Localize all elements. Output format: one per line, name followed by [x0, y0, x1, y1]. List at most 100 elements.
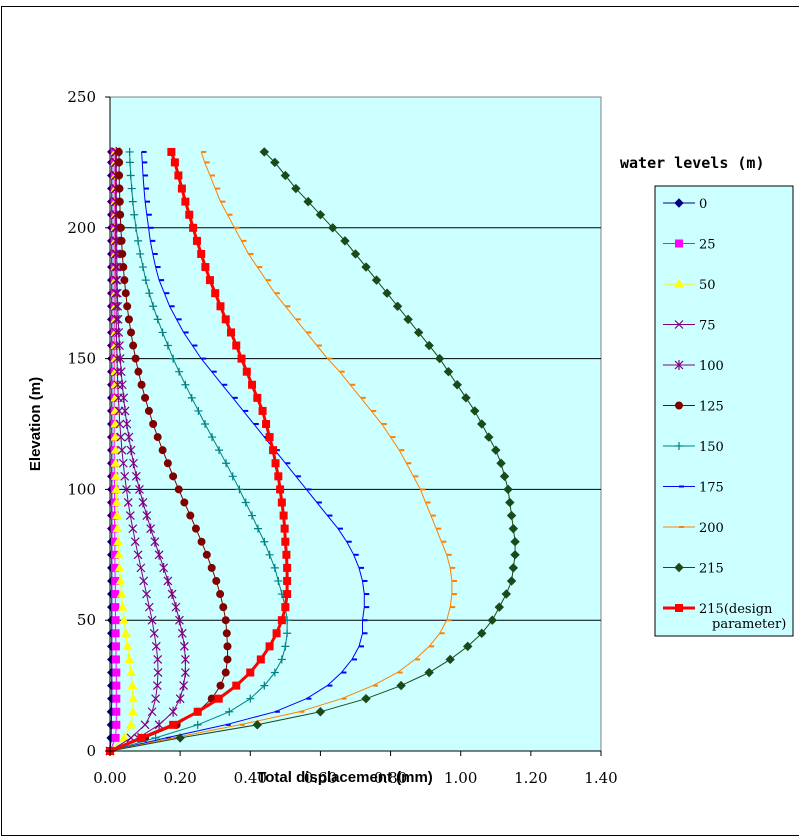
data-point — [259, 407, 266, 414]
data-point — [135, 368, 142, 375]
legend-label: 175 — [699, 481, 724, 496]
data-point — [170, 473, 177, 480]
data-point — [215, 695, 222, 702]
legend-label: 100 — [699, 359, 724, 374]
data-point — [224, 643, 231, 650]
data-point — [198, 538, 205, 545]
data-point — [145, 407, 152, 414]
y-tick-label: 0 — [86, 742, 96, 760]
data-point — [182, 198, 189, 205]
data-point — [283, 551, 290, 558]
data-point — [284, 591, 291, 598]
data-point — [171, 159, 178, 166]
data-point — [116, 198, 123, 205]
x-tick-label: 0.00 — [93, 769, 126, 787]
data-point — [217, 682, 224, 689]
data-point — [113, 721, 120, 728]
legend-swatch-marker — [676, 240, 683, 247]
data-point — [170, 721, 177, 728]
data-point — [278, 617, 285, 624]
data-point — [113, 695, 120, 702]
data-point — [282, 604, 289, 611]
data-point — [222, 316, 229, 323]
data-point — [138, 381, 145, 388]
x-tick-label: 1.40 — [584, 769, 617, 787]
data-point — [238, 355, 245, 362]
data-point — [132, 355, 139, 362]
data-point — [150, 421, 157, 428]
data-point — [178, 185, 185, 192]
data-point — [112, 734, 119, 741]
data-point — [206, 277, 213, 284]
data-point — [198, 250, 205, 257]
data-point — [115, 148, 122, 155]
data-point — [224, 656, 231, 663]
data-point — [122, 290, 129, 297]
data-point — [208, 564, 215, 571]
data-point — [112, 643, 119, 650]
data-point — [281, 525, 288, 532]
y-tick-label: 200 — [67, 219, 96, 237]
data-point — [113, 669, 120, 676]
y-tick-label: 100 — [67, 480, 96, 498]
data-point — [217, 591, 224, 598]
legend-label: 25 — [699, 238, 716, 253]
data-point — [116, 172, 123, 179]
data-point — [116, 185, 123, 192]
data-point — [112, 604, 119, 611]
data-point — [194, 708, 201, 715]
data-point — [124, 303, 131, 310]
data-point — [272, 460, 279, 467]
legend-label: 75 — [699, 319, 716, 334]
legend-title: water levels (m) — [620, 154, 765, 172]
data-point — [125, 316, 132, 323]
data-point — [247, 669, 254, 676]
legend-label: 215 — [699, 562, 724, 577]
data-point — [233, 342, 240, 349]
data-point — [223, 630, 230, 637]
legend-label: 150 — [699, 440, 724, 455]
legend-label: 50 — [699, 278, 716, 293]
data-point — [193, 237, 200, 244]
data-point — [278, 499, 285, 506]
x-tick-label: 1.20 — [514, 769, 547, 787]
legend-swatch-marker — [676, 402, 683, 409]
data-point — [168, 148, 175, 155]
data-point — [203, 551, 210, 558]
data-point — [164, 460, 171, 467]
data-point — [282, 538, 289, 545]
data-point — [257, 656, 264, 663]
legend-label: 0 — [699, 197, 707, 212]
data-point — [187, 512, 194, 519]
data-point — [217, 303, 224, 310]
y-axis-title: Elevation (m) — [27, 377, 44, 471]
data-point — [175, 486, 182, 493]
data-point — [130, 342, 137, 349]
data-point — [112, 630, 119, 637]
legend-label: 125 — [699, 400, 724, 415]
data-point — [212, 290, 219, 297]
x-tick-label: 1.00 — [444, 769, 477, 787]
data-point — [284, 577, 291, 584]
data-point — [117, 211, 124, 218]
data-point — [159, 447, 166, 454]
y-tick-label: 150 — [67, 350, 96, 368]
data-point — [213, 577, 220, 584]
data-point — [154, 434, 161, 441]
data-point — [275, 473, 282, 480]
legend-label: 215(design parameter) — [699, 602, 786, 632]
data-point — [263, 421, 270, 428]
data-point — [273, 630, 280, 637]
data-point — [138, 734, 145, 741]
data-point — [222, 669, 229, 676]
x-axis-title: Total displacement (mm) — [257, 769, 433, 786]
data-point — [192, 525, 199, 532]
data-point — [117, 224, 124, 231]
data-point — [113, 708, 120, 715]
data-point — [119, 250, 126, 257]
data-point — [175, 172, 182, 179]
x-tick-label: 0.20 — [163, 769, 196, 787]
data-point — [190, 224, 197, 231]
data-point — [121, 277, 128, 284]
